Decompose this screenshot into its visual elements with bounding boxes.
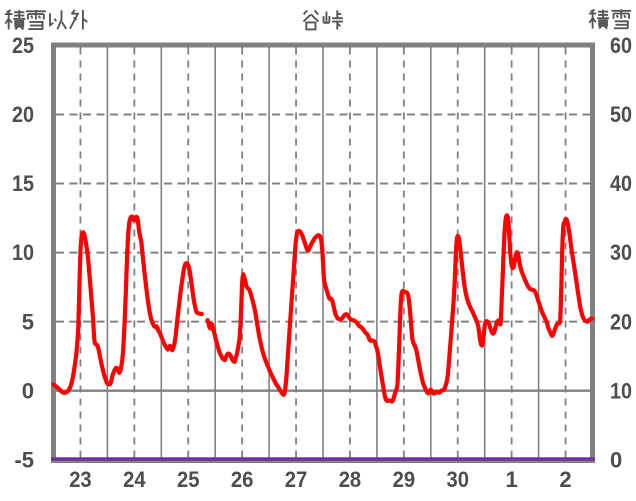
- svg-text:2: 2: [559, 467, 571, 492]
- svg-text:30: 30: [610, 240, 632, 265]
- svg-text:0: 0: [22, 378, 34, 403]
- svg-text:5: 5: [22, 309, 34, 334]
- svg-text:50: 50: [610, 102, 632, 127]
- svg-text:25: 25: [12, 33, 34, 58]
- svg-text:30: 30: [447, 467, 470, 492]
- svg-text:0: 0: [610, 448, 622, 473]
- svg-text:10: 10: [610, 378, 632, 403]
- svg-text:10: 10: [12, 240, 34, 265]
- svg-text:29: 29: [393, 467, 416, 492]
- svg-text:27: 27: [285, 467, 308, 492]
- svg-text:25: 25: [177, 467, 200, 492]
- svg-text:60: 60: [610, 33, 632, 58]
- svg-text:1: 1: [506, 467, 518, 492]
- svg-text:24: 24: [123, 467, 146, 492]
- svg-text:26: 26: [231, 467, 254, 492]
- svg-text:-5: -5: [14, 448, 34, 473]
- svg-text:15: 15: [12, 171, 34, 196]
- svg-text:28: 28: [339, 467, 362, 492]
- svg-text:23: 23: [69, 467, 92, 492]
- svg-text:20: 20: [610, 309, 632, 334]
- svg-text:20: 20: [12, 102, 34, 127]
- svg-text:40: 40: [610, 171, 632, 196]
